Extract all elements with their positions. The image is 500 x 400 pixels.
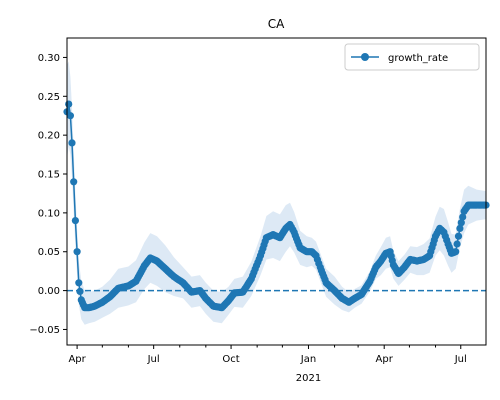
series-markers-growth-rate [63,100,490,312]
chart-title: CA [268,17,285,31]
x-tick-label: Oct [222,354,239,365]
x-year-label: 2021 [296,373,321,384]
data-point [456,224,464,232]
x-tick-label: Jul [147,354,160,365]
x-tick-label: Jan [300,354,316,365]
y-tick-label: 0.05 [38,247,60,258]
data-point [75,279,83,287]
data-point [454,232,463,240]
y-tick-label: −0.05 [29,325,60,336]
y-tick-label: 0.10 [38,208,60,219]
data-point [453,240,461,248]
data-point [65,100,73,108]
y-tick-label: 0.20 [38,131,60,142]
y-tick-label: 0.00 [38,286,60,297]
data-point [71,217,79,225]
y-tick-label: 0.25 [38,92,60,103]
x-tick-label: Apr [376,354,394,365]
x-tick-label: Apr [68,354,86,365]
data-point [73,248,81,256]
data-point [457,219,465,227]
legend: growth_rate [344,43,480,71]
data-point [66,112,74,120]
y-tick-label: 0.15 [38,170,60,181]
plot-area: −0.05 0.00 0.05 0.10 0.15 0.20 0.25 0.30 Apr Jul O… [29,37,490,384]
legend-box [344,43,480,71]
y-tick-label: 0.30 [38,53,60,64]
data-point [452,248,460,256]
data-point [68,139,76,147]
data-point [76,287,84,295]
x-tick-label: Jul [454,354,467,365]
data-point [70,178,78,186]
legend-label: growth_rate [388,53,448,64]
data-point [459,213,467,221]
axes-frame [66,37,487,346]
legend-marker [361,53,369,61]
